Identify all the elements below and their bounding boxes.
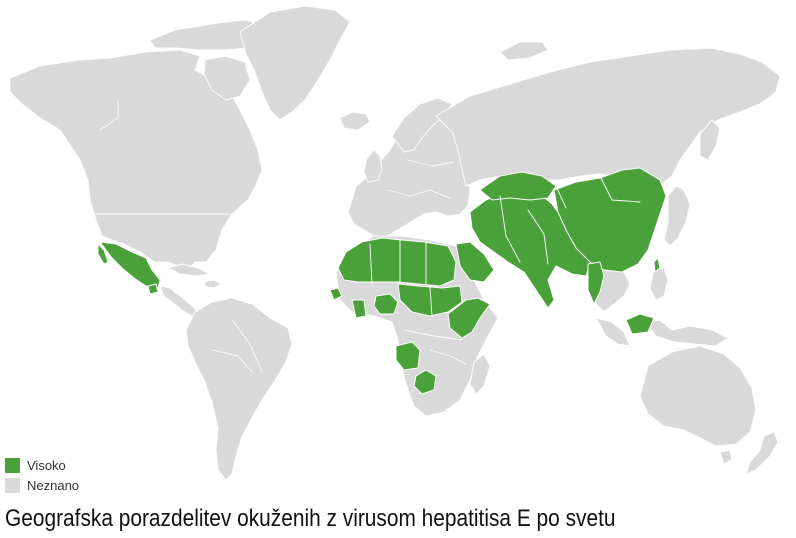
mexico bbox=[99, 241, 161, 289]
sahel-belt bbox=[397, 283, 463, 317]
tasmania bbox=[719, 449, 733, 465]
west-africa bbox=[329, 287, 343, 301]
legend-swatch-high bbox=[5, 457, 20, 473]
legend-item-high: Visoko bbox=[5, 455, 79, 475]
north-america bbox=[9, 49, 263, 271]
central-america bbox=[159, 285, 199, 317]
country-borders bbox=[85, 99, 641, 373]
myanmar-thailand bbox=[587, 261, 605, 305]
high-regions bbox=[97, 167, 667, 395]
north-africa bbox=[337, 237, 457, 287]
legend-label-unknown: Neznano bbox=[27, 477, 80, 493]
horn-of-africa bbox=[447, 297, 491, 339]
kamchatka bbox=[699, 119, 721, 161]
baffin-island bbox=[203, 55, 251, 101]
madagascar bbox=[469, 353, 491, 395]
iceland bbox=[339, 111, 371, 131]
ghana-region bbox=[351, 299, 367, 319]
kazakhstan bbox=[479, 171, 557, 201]
indonesia-west bbox=[595, 317, 631, 347]
unknown-regions bbox=[9, 5, 781, 481]
legend-label-high: Visoko bbox=[27, 457, 66, 473]
australia bbox=[639, 345, 757, 447]
zimbabwe-region bbox=[413, 369, 437, 395]
indonesia-east bbox=[645, 319, 729, 347]
china-mongolia bbox=[553, 167, 667, 273]
japan bbox=[663, 185, 691, 247]
borneo bbox=[625, 313, 655, 335]
map-caption: Geografska porazdelitev okuženih z virus… bbox=[5, 505, 616, 532]
new-zealand bbox=[745, 431, 779, 475]
russia bbox=[435, 47, 781, 187]
philippines bbox=[649, 267, 669, 301]
nigeria-region bbox=[373, 293, 399, 315]
great-britain bbox=[363, 149, 383, 183]
angola bbox=[395, 341, 421, 371]
guatemala bbox=[147, 283, 159, 295]
legend-swatch-unknown bbox=[5, 477, 20, 493]
legend: Visoko Neznano bbox=[5, 455, 79, 495]
baja-california bbox=[97, 243, 109, 265]
arabian-peninsula bbox=[455, 241, 495, 283]
greenland bbox=[239, 5, 351, 121]
cuba bbox=[167, 263, 211, 277]
legend-item-unknown: Neznano bbox=[5, 475, 79, 495]
taiwan bbox=[653, 257, 661, 273]
arctic-islands bbox=[499, 41, 549, 61]
south-america bbox=[185, 297, 293, 481]
caribbean-islands bbox=[203, 279, 223, 289]
